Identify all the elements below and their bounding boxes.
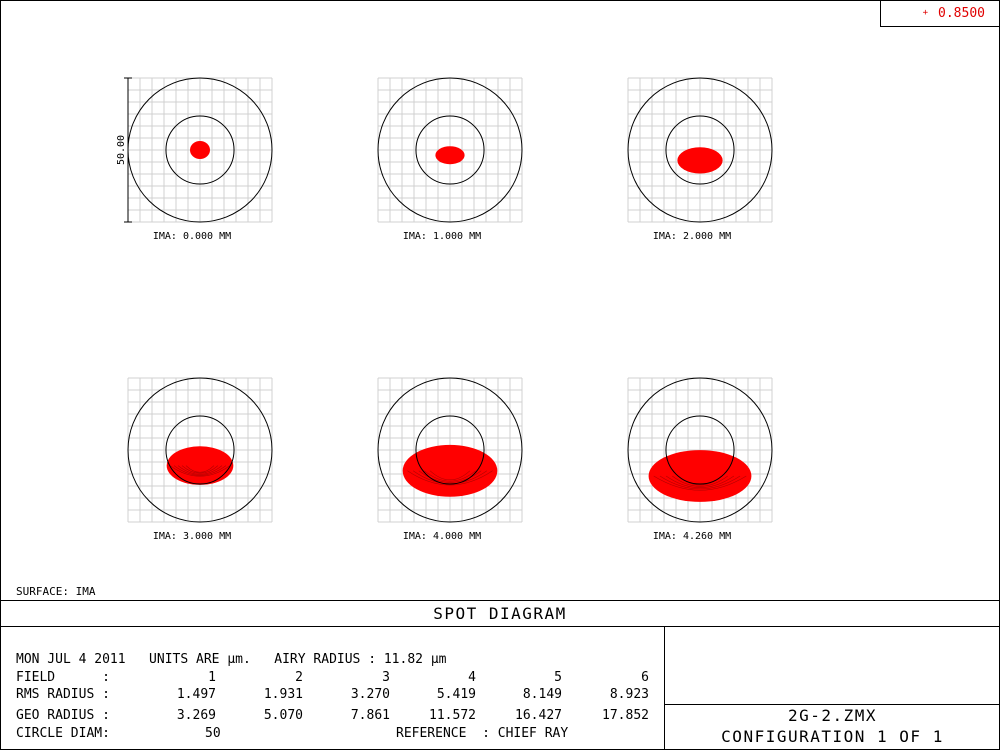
spot-1 [190,141,210,159]
spot-ray-arc [177,465,223,475]
table-cell-field-1: 1 [208,670,216,685]
table-cell-geo_radius-4: 11.572 [429,708,476,723]
circle-diam-ring [127,377,273,523]
circle-diam-ring [627,77,773,223]
table-cell-geo_radius-1: 3.269 [176,708,216,723]
table-cell-field-4: 4 [468,670,476,685]
airy-circle [665,115,735,185]
field-label-1: IMA: 0.000 MM [153,231,231,242]
wavelength-marker: + [922,8,929,18]
wavelength-value: 0.8500 [938,6,985,21]
table-cell-geo_radius-3: 7.861 [350,708,390,723]
file-name: 2G-2.ZMX [787,706,878,725]
field-label-6: IMA: 4.260 MM [653,531,731,542]
wavelength-legend: +0.8500 [880,0,999,27]
field-label-4: IMA: 3.000 MM [153,531,231,542]
circle-diam-label: CIRCLE DIAM: [16,726,110,741]
spot-4 [166,446,234,485]
geo-row-label: GEO RADIUS : [16,708,110,723]
table-cell-geo_radius-2: 5.070 [263,708,303,723]
spot-ray-arc [653,475,747,491]
table-cell-geo_radius-6: 17.852 [602,708,649,723]
airy-circle [415,415,485,485]
spot-ray-arc [169,465,231,477]
table-cell-rms_radius-6: 8.923 [609,687,649,702]
field-row-label: FIELD : [16,670,110,685]
spot-ray-arc [407,470,493,486]
table-cell-rms_radius-4: 5.419 [436,687,476,702]
spot-ray-arc [429,470,471,481]
field-label-5: IMA: 4.000 MM [403,531,481,542]
spot-2 [435,146,465,165]
spot-3 [677,147,723,174]
circle-diam-ring [377,77,523,223]
table-cell-field-5: 5 [554,670,562,685]
spot-ray-arc [173,465,227,476]
scale-bar-label: 50.00 [116,135,127,165]
table-cell-rms_radius-2: 1.931 [263,687,303,702]
field-label-3: IMA: 2.000 MM [653,231,731,242]
table-cell-field-3: 3 [382,670,390,685]
config-box: 2G-2.ZMX CONFIGURATION 1 OF 1 [665,704,1000,751]
configuration-text: CONFIGURATION 1 OF 1 [721,727,944,746]
spot-ray-arc [665,475,735,488]
circle-diam-value: 50 [205,726,221,741]
rms-row-label: RMS RADIUS : [16,687,110,702]
table-cell-field-2: 2 [295,670,303,685]
table-cell-field-6: 6 [641,670,649,685]
spot-ray-arc [181,465,219,474]
spot-ray-arc [672,475,728,487]
chart-title: SPOT DIAGRAM [0,600,1000,627]
field-label-2: IMA: 1.000 MM [403,231,481,242]
spot-ray-arc [418,470,482,483]
reference-text: REFERENCE : CHIEF RAY [396,726,569,741]
table-cell-rms_radius-5: 8.149 [522,687,562,702]
airy-circle [665,415,735,485]
airy-circle [165,115,235,185]
info-header: MON JUL 4 2011 UNITS ARE µm. AIRY RADIUS… [16,652,447,667]
table-cell-geo_radius-5: 16.427 [515,708,562,723]
spot-diagram-plot: IMA: 0.000 MM IMA: 1.000 MM IMA: 2.000 MM I… [116,77,773,542]
surface-label: SURFACE: IMA [16,585,96,598]
spot-ray-arc [659,475,741,490]
table-cell-rms_radius-1: 1.497 [176,687,216,702]
info-panel: MON JUL 4 2011 UNITS ARE µm. AIRY RADIUS… [0,626,665,750]
spot-ray-arc [424,470,476,482]
spot-6 [648,450,752,502]
circle-diam-ring [627,377,773,523]
spot-ray-arc [185,465,215,473]
airy-circle [415,115,485,185]
spot-5 [402,444,498,497]
circle-diam-ring [377,377,523,523]
airy-circle [165,415,235,485]
table-cell-rms_radius-3: 3.270 [350,687,390,702]
